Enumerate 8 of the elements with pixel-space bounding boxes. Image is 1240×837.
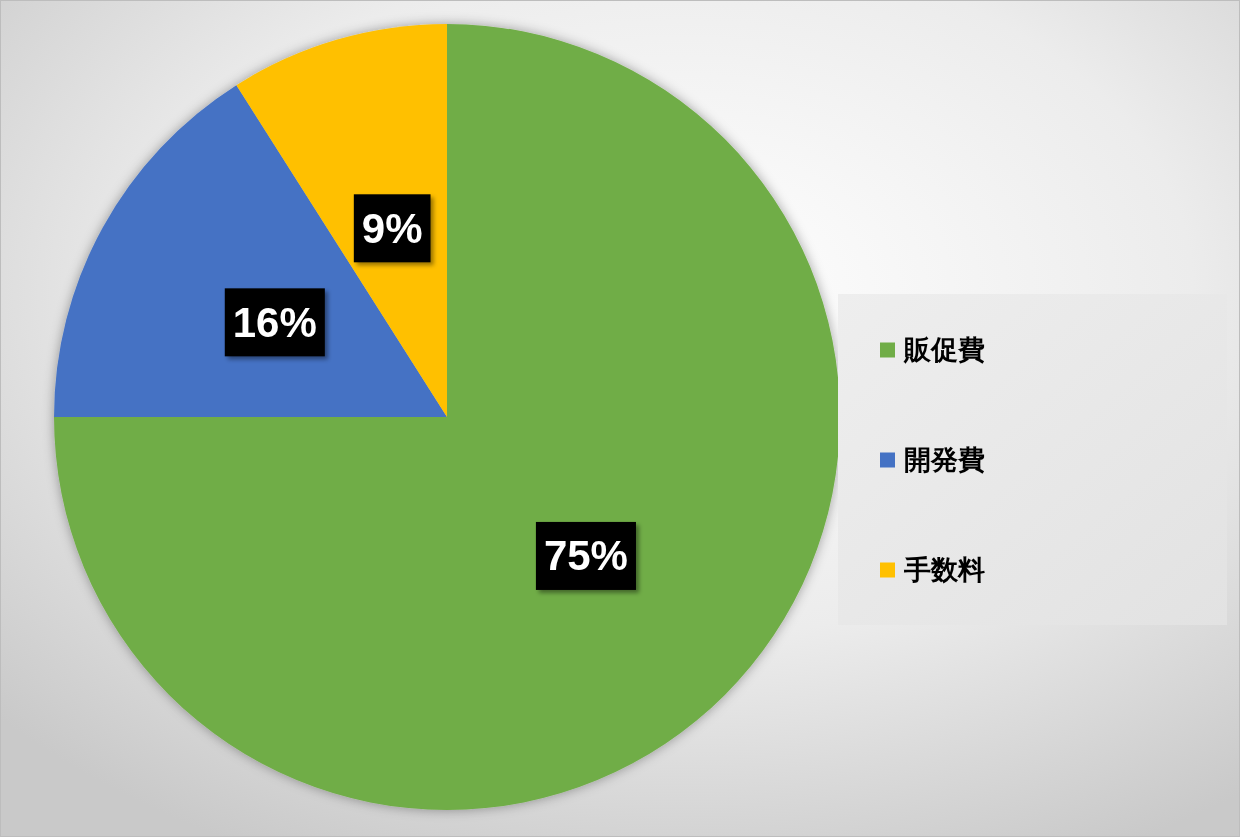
data-label: 75% <box>543 532 628 580</box>
legend-label: 販促費 <box>903 334 985 365</box>
legend-label: 手数料 <box>903 554 985 585</box>
data-label: 9% <box>361 204 423 252</box>
pie-slice <box>54 85 447 417</box>
pie-slice <box>54 24 840 810</box>
legend-label: 開発費 <box>904 444 985 475</box>
data-label: 16% <box>232 298 317 346</box>
